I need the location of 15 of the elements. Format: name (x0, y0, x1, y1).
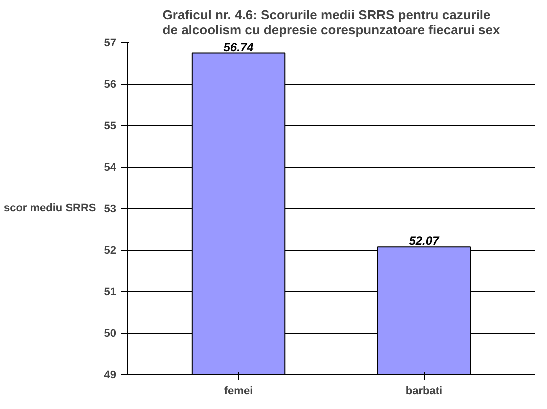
y-tick-label: 56 (104, 79, 117, 91)
y-tick-label: 53 (104, 204, 117, 216)
chart-title: Graficul nr. 4.6: Scorurile medii SRRS pentru cazurile de alcoolism cu depresie corespunzatoare fiecarui sex (162, 8, 501, 38)
y-tick-label: 50 (104, 328, 117, 340)
y-tick-label: 52 (104, 245, 117, 257)
y-tick-label: 55 (104, 120, 117, 132)
y-axis-title: scor mediu SRRS (4, 202, 96, 214)
y-tick-label: 57 (104, 38, 117, 50)
x-tick-label: barbati (406, 386, 443, 398)
data-label: 56.74 (224, 40, 254, 54)
y-tick-label: 51 (104, 286, 117, 298)
data-label: 52.07 (409, 234, 441, 248)
y-tick-label: 54 (104, 162, 118, 174)
y-tick-label: 49 (104, 370, 117, 382)
x-tick-label: femei (224, 386, 254, 398)
